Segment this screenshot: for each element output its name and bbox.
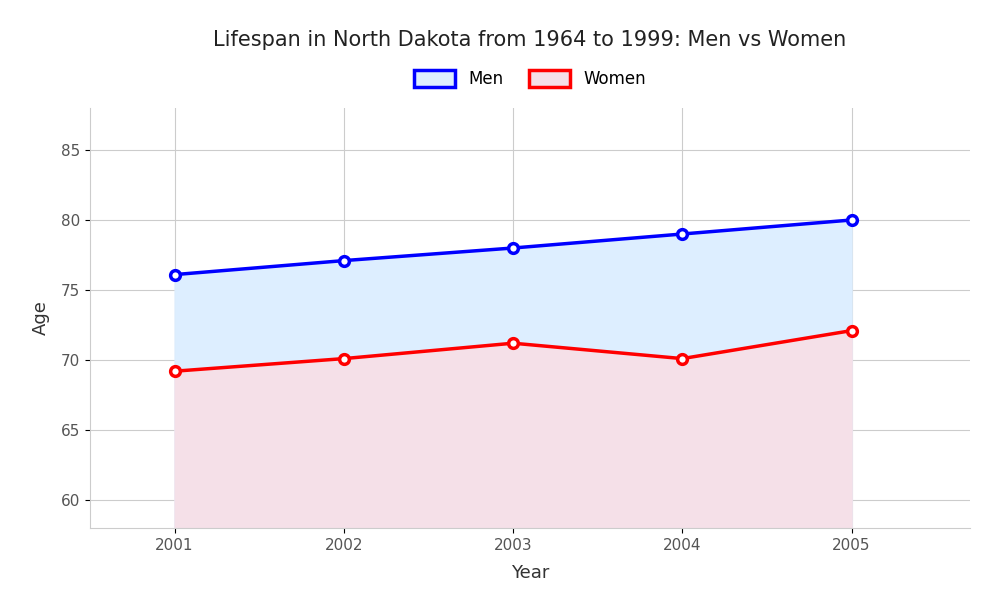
Y-axis label: Age: Age [32,301,50,335]
Legend: Men, Women: Men, Women [405,62,655,97]
Title: Lifespan in North Dakota from 1964 to 1999: Men vs Women: Lifespan in North Dakota from 1964 to 19… [213,29,847,49]
X-axis label: Year: Year [511,564,549,582]
